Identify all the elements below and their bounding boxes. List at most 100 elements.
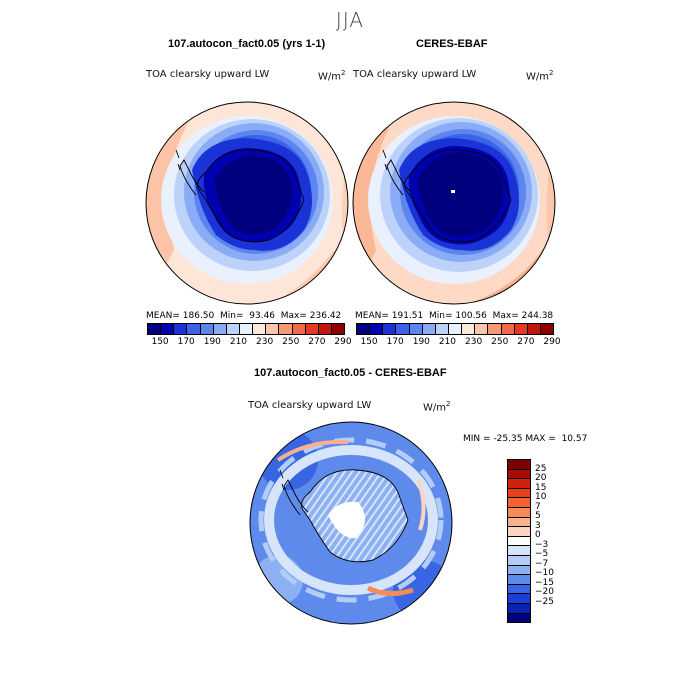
colorbar-swatch [200,324,214,334]
colorbar-swatch [409,324,423,334]
panel1-stats: MEAN= 186.50 Min= 93.46 Max= 236.42 [146,311,342,321]
panel3-map [249,421,453,625]
panel3-stats: MIN = -25.35 MAX = 10.57 [463,434,588,444]
colorbar-tick-label: 190 [203,337,221,347]
colorbar-swatch [508,469,530,480]
colorbar-swatch [508,488,530,499]
colorbar-tick-label: 230 [256,337,274,347]
colorbar-tick-label: 230 [465,337,483,347]
colorbar-tick-label: 250 [282,337,300,347]
colorbar-swatch [448,324,463,334]
panel2-title: CERES-EBAF [416,38,488,50]
colorbar-tick-label: 270 [517,337,535,347]
panel3-variable: TOA clearsky upward LW [248,400,372,411]
colorbar-tick-label: 0 [535,530,541,541]
colorbar-swatch [508,613,530,623]
panel2-variable: TOA clearsky upward LW [353,69,477,80]
colorbar-tick-label: 170 [177,337,195,347]
colorbar-swatch [292,324,306,334]
colorbar-swatch [508,555,530,566]
colorbar-tick-label: −5 [535,549,549,560]
colorbar-swatch [508,565,530,576]
colorbar-tick-label: −25 [535,596,554,607]
colorbar-swatch [435,324,449,334]
colorbar-swatch [508,527,530,537]
colorbar-swatch [508,507,530,518]
panel3-units: W/m2 [423,400,451,414]
panel2-stats: MEAN= 191.51 Min= 100.56 Max= 244.38 [355,311,554,321]
colorbar-swatch [318,324,332,334]
colorbar-swatch [174,324,188,334]
panel3-colorbar-ticks: 25 20 15 10 7 5 3 0 −3 −5 −7 −10 −15 −20 −25 [535,459,575,621]
panel1-colorbar [147,323,345,335]
colorbar-swatch [508,460,530,470]
colorbar-swatch [475,324,489,334]
panel3-title: 107.autocon_fact0.05 - CERES-EBAF [254,367,447,379]
colorbar-swatch [266,324,280,334]
colorbar-swatch [357,324,371,334]
panel1-map [145,101,349,305]
panel1-units: W/m2 [318,69,346,83]
colorbar-swatch [508,498,530,508]
colorbar-swatch [508,546,530,556]
colorbar-swatch [383,324,397,334]
colorbar-swatch [331,324,345,334]
colorbar-tick-label: 10 [535,492,547,503]
colorbar-tick-label: −7 [535,558,549,569]
colorbar-swatch [213,324,227,334]
colorbar-tick-label: 20 [535,473,547,484]
colorbar-tick-label: −10 [535,568,554,579]
panel1-title: 107.autocon_fact0.05 (yrs 1-1) [168,38,326,50]
colorbar-tick-label: −3 [535,539,549,550]
panel1-field [146,102,348,304]
panel2-colorbar-ticks: 150 170 190 210 230 250 270 290 [356,337,560,349]
colorbar-tick-label: 210 [229,337,248,347]
colorbar-tick-label: −15 [535,577,554,588]
page-title: JJA [335,8,365,32]
colorbar-swatch [370,324,384,334]
colorbar-tick-label: 170 [386,337,404,347]
colorbar-tick-label: 7 [535,501,541,512]
colorbar-swatch [508,603,530,614]
colorbar-swatch [488,324,502,334]
colorbar-swatch [508,575,530,585]
colorbar-swatch [239,324,254,334]
colorbar-swatch [508,594,530,604]
colorbar-tick-label: 290 [543,337,561,347]
colorbar-swatch [508,584,530,595]
colorbar-swatch [508,517,530,528]
colorbar-tick-label: 25 [535,463,547,474]
colorbar-tick-label: 150 [360,337,378,347]
colorbar-tick-label: 5 [535,511,541,522]
colorbar-swatch [422,324,436,334]
panel3-field [250,422,452,624]
colorbar-swatch [514,324,528,334]
colorbar-swatch [527,324,541,334]
colorbar-tick-label: 210 [438,337,457,347]
colorbar-swatch [187,324,201,334]
colorbar-tick-label: 250 [491,337,509,347]
colorbar-swatch [161,324,175,334]
panel1-colorbar-ticks: 150 170 190 210 230 250 270 290 [147,337,351,349]
panel2-units: W/m2 [526,69,554,83]
colorbar-swatch [508,536,530,547]
colorbar-swatch [501,324,515,334]
colorbar-tick-label: 150 [151,337,169,347]
colorbar-swatch [226,324,240,334]
panel1-variable: TOA clearsky upward LW [146,69,270,80]
colorbar-swatch [279,324,293,334]
colorbar-tick-label: 3 [535,520,541,531]
colorbar-swatch [508,479,530,489]
colorbar-swatch [462,324,476,334]
colorbar-swatch [253,324,267,334]
panel3-colorbar [507,459,531,623]
colorbar-tick-label: 190 [412,337,430,347]
colorbar-tick-label: 290 [334,337,352,347]
panel2-map [352,101,556,305]
colorbar-swatch [396,324,410,334]
colorbar-tick-label: 15 [535,482,547,493]
colorbar-swatch [148,324,162,334]
panel2-colorbar [356,323,554,335]
colorbar-swatch [540,324,554,334]
colorbar-tick-label: 270 [308,337,326,347]
